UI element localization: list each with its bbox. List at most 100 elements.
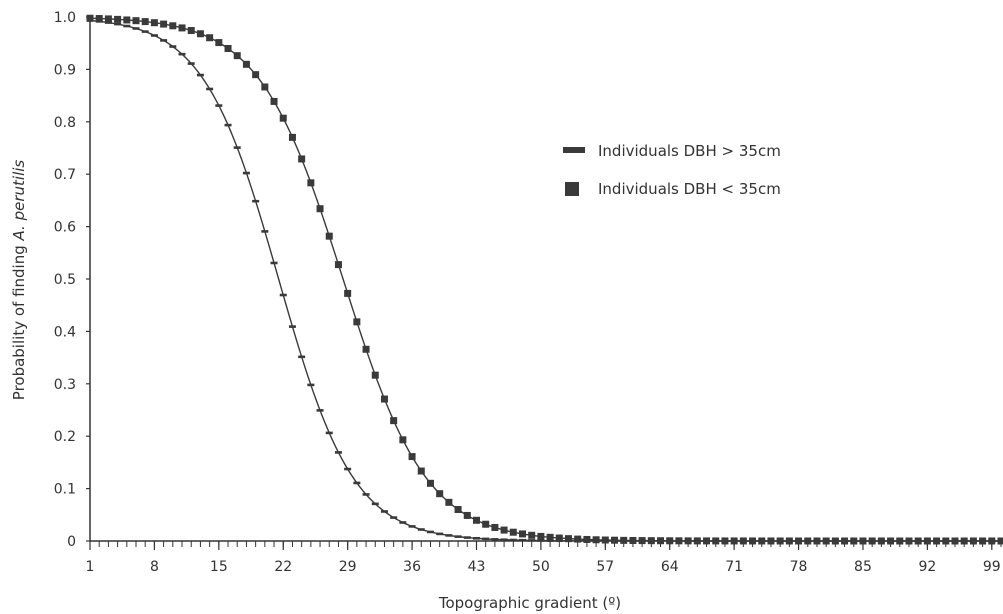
data-point-dash xyxy=(426,530,434,534)
series-small-dbh xyxy=(86,14,1003,545)
data-point-square xyxy=(933,537,941,545)
data-point-square xyxy=(408,453,416,461)
data-point-dash xyxy=(436,532,444,536)
data-point-square xyxy=(123,16,131,24)
data-point-square xyxy=(565,535,573,543)
data-point-square xyxy=(767,537,775,545)
data-point-square xyxy=(647,537,655,545)
data-point-dash xyxy=(298,355,306,359)
data-point-square xyxy=(482,520,490,528)
data-point-square xyxy=(868,537,876,545)
data-point-square xyxy=(923,537,931,545)
data-point-square xyxy=(942,537,950,545)
data-point-square xyxy=(114,15,122,23)
data-point-square xyxy=(141,18,149,26)
data-point-dash xyxy=(196,73,204,77)
data-point-square xyxy=(95,15,103,23)
data-point-square xyxy=(215,39,223,47)
legend-label-large-dbh: Individuals DBH > 35cm xyxy=(598,142,781,160)
data-point-square xyxy=(546,533,554,541)
data-point-dash xyxy=(528,539,536,542)
data-point-dash xyxy=(371,502,379,506)
y-tick-label: 0.3 xyxy=(54,377,76,393)
data-point-dash xyxy=(114,22,122,26)
data-point-square xyxy=(758,537,766,545)
x-tick-label: 36 xyxy=(403,559,421,575)
data-point-square xyxy=(353,318,361,326)
data-point-square xyxy=(951,537,959,545)
data-point-square xyxy=(270,97,278,105)
x-tick-label: 50 xyxy=(532,559,550,575)
x-tick-label: 43 xyxy=(468,559,486,575)
data-point-dash xyxy=(233,146,241,149)
data-point-square xyxy=(206,34,214,42)
data-point-dash xyxy=(215,104,223,107)
data-point-square xyxy=(528,531,536,539)
data-point-square xyxy=(601,536,609,544)
data-point-square xyxy=(242,60,250,68)
data-point-dash xyxy=(380,510,388,513)
data-point-square xyxy=(620,536,628,544)
data-point-square xyxy=(252,71,260,79)
y-tick-label: 1.0 xyxy=(54,10,76,26)
data-point-dash xyxy=(123,24,131,28)
data-point-square xyxy=(196,30,204,38)
data-point-square xyxy=(657,537,665,545)
x-tick-label: 99 xyxy=(983,559,1001,575)
y-tick-label: 0.5 xyxy=(54,272,76,288)
data-point-dash xyxy=(141,30,149,33)
data-point-square xyxy=(463,511,471,519)
x-tick-label: 71 xyxy=(725,559,743,575)
y-tick-label: 0.2 xyxy=(54,429,76,445)
data-point-square xyxy=(224,44,232,52)
data-point-square xyxy=(785,537,793,545)
data-point-dash xyxy=(454,535,462,538)
data-point-square xyxy=(629,536,637,544)
legend-square-marker xyxy=(565,182,579,196)
data-point-square xyxy=(178,24,186,32)
x-ticks: 1 8 15 22 29 36 43 50 57 64 71 78 85 92 99 xyxy=(86,541,1002,575)
data-point-dash xyxy=(537,539,545,542)
data-point-square xyxy=(279,114,287,122)
data-point-dash xyxy=(252,199,260,203)
data-point-dash xyxy=(390,516,398,519)
y-axis-title-species: A. perutilis xyxy=(10,160,28,242)
data-point-square xyxy=(960,537,968,545)
x-tick-label: 85 xyxy=(854,559,872,575)
data-point-square xyxy=(371,371,379,379)
data-point-square xyxy=(261,83,269,91)
data-point-square xyxy=(537,532,545,540)
x-tick-label: 57 xyxy=(596,559,614,575)
data-point-square xyxy=(380,395,388,403)
data-point-square xyxy=(859,537,867,545)
y-tick-label: 0.4 xyxy=(54,324,76,340)
data-point-dash xyxy=(417,528,425,531)
data-point-square xyxy=(472,516,480,524)
data-point-dash xyxy=(445,534,453,537)
series-line xyxy=(89,19,1001,542)
data-point-dash xyxy=(500,538,508,542)
data-point-square xyxy=(703,537,711,545)
data-point-dash xyxy=(362,493,370,496)
legend: Individuals DBH > 35cm Individuals DBH <… xyxy=(563,142,781,198)
data-point-square xyxy=(399,436,407,444)
data-point-dash xyxy=(344,467,352,471)
y-tick-label: 0.7 xyxy=(54,167,76,183)
data-point-dash xyxy=(242,171,250,175)
data-point-square xyxy=(160,20,168,28)
x-tick-label: 1 xyxy=(86,559,95,575)
data-point-dash xyxy=(463,536,471,539)
x-tick-label: 92 xyxy=(918,559,936,575)
data-point-dash xyxy=(160,39,168,42)
data-point-square xyxy=(813,537,821,545)
data-point-square xyxy=(390,417,398,425)
data-point-square xyxy=(905,537,913,545)
data-point-square xyxy=(712,537,720,545)
data-point-square xyxy=(592,536,600,544)
data-point-square xyxy=(693,537,701,545)
data-point-square xyxy=(500,526,508,534)
data-point-square xyxy=(426,479,434,487)
data-point-dash xyxy=(178,52,186,56)
data-point-dash xyxy=(270,261,278,265)
